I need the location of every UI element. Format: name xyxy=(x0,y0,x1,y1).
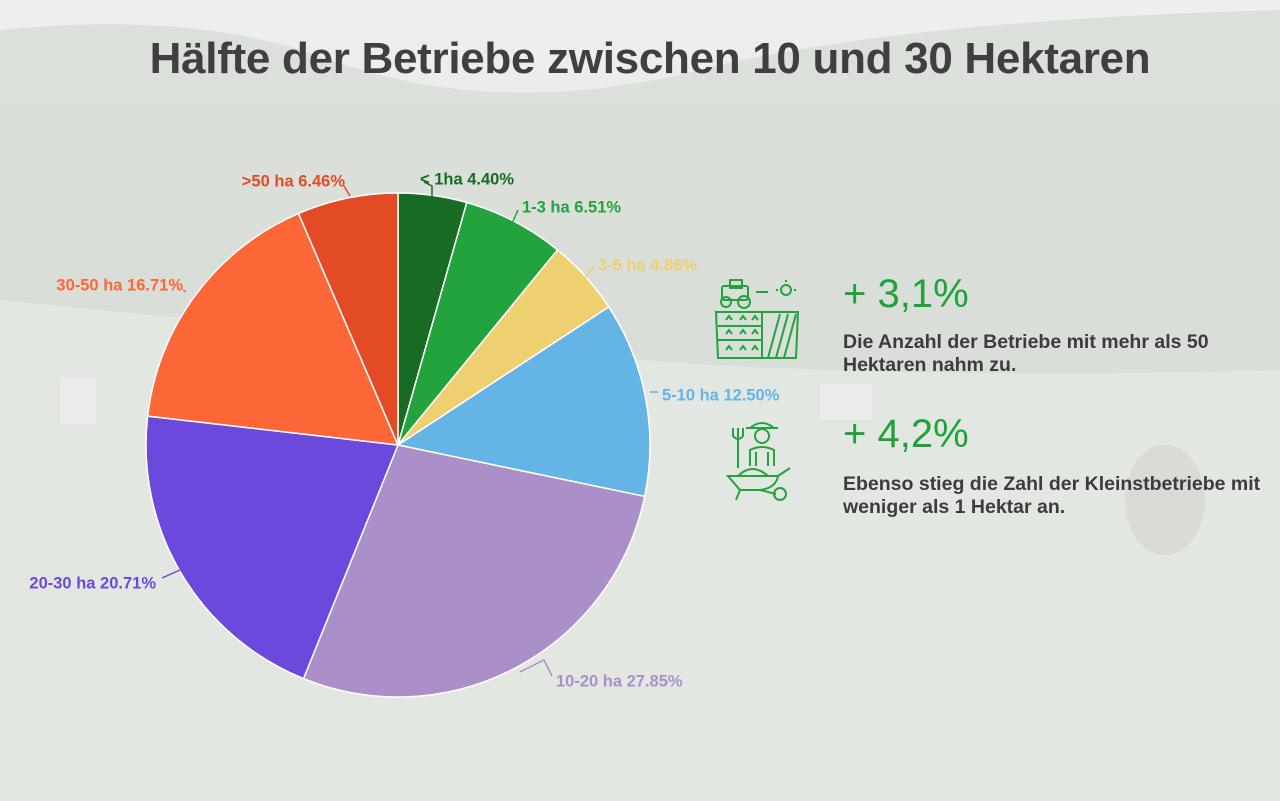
stat-value: + 3,1% xyxy=(843,272,969,316)
slice-data-label: < 1ha 4.40% xyxy=(420,170,514,188)
label-leader-line xyxy=(509,209,519,229)
label-leader-line xyxy=(161,569,181,579)
slice-data-label: 10-20 ha 27.85% xyxy=(556,672,683,690)
chart-title: Hälfte der Betriebe zwischen 10 und 30 H… xyxy=(149,34,1151,83)
pie-slice xyxy=(302,444,646,698)
farmer-wheelbarrow-icon xyxy=(725,422,791,501)
label-leader-line xyxy=(343,185,351,197)
stat-description: Ebenso stieg die Zahl der Kleinstbetrieb… xyxy=(843,473,1261,518)
slice-data-label: 30-50 ha 16.71% xyxy=(56,276,183,294)
label-leader-line xyxy=(584,265,595,279)
slice-data-label: 1-3 ha 6.51% xyxy=(522,198,621,216)
slice-data-label: 3-5 ha 4.86% xyxy=(598,256,697,274)
label-leader-line xyxy=(182,289,187,293)
stat-description: Die Anzahl der Betriebe mit mehr als 50 … xyxy=(843,331,1209,376)
stat-value: + 4,2% xyxy=(843,412,969,456)
tractor-field-icon xyxy=(714,279,800,359)
slice-data-label: 20-30 ha 20.71% xyxy=(29,574,156,592)
pie-slice xyxy=(146,212,400,446)
slice-data-label: >50 ha 6.46% xyxy=(242,172,346,190)
pie-slice xyxy=(145,415,400,680)
slice-data-label: 5-10 ha 12.50% xyxy=(662,386,780,404)
label-leader-line xyxy=(519,658,553,677)
pie-slice xyxy=(297,192,399,446)
label-leader-line xyxy=(423,181,433,198)
pie-slice xyxy=(396,305,651,498)
